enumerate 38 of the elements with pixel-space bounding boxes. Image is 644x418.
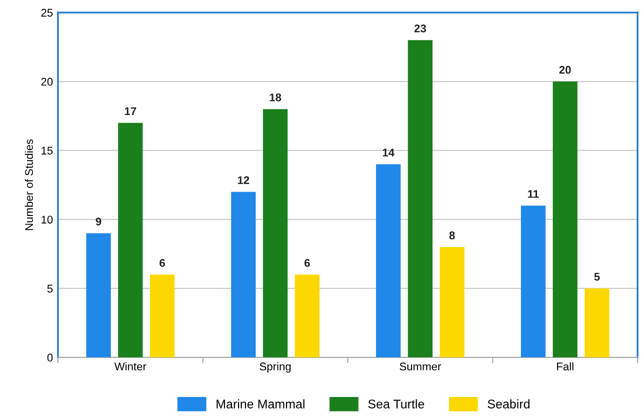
y-tick-label: 10 — [42, 216, 53, 224]
bar — [408, 40, 433, 358]
y-tick-label: 20 — [41, 78, 53, 86]
data-label: 23 — [414, 24, 426, 32]
data-label: 5 — [594, 272, 600, 281]
bar — [294, 274, 320, 358]
y-tick-label: 5 — [47, 284, 53, 293]
data-label: 12 — [238, 176, 250, 184]
bar — [150, 274, 175, 358]
y-tick-label: 15 — [42, 146, 53, 155]
bar — [552, 82, 578, 358]
bar — [584, 288, 610, 358]
bar — [376, 164, 401, 358]
data-label: 18 — [270, 93, 282, 102]
data-label: 11 — [528, 190, 539, 198]
legend-label: Sea Turtle — [368, 399, 424, 408]
x-tick-label: Summer — [400, 362, 442, 370]
y-axis-title: Number of Studies — [24, 139, 33, 230]
data-label: 14 — [382, 148, 394, 156]
bar — [231, 192, 256, 358]
x-tick-label: Winter — [114, 362, 146, 370]
bar — [86, 233, 111, 358]
bar — [262, 109, 288, 358]
y-tick-label: 0 — [47, 354, 53, 362]
x-tick-label: Spring — [260, 362, 291, 373]
data-label: 20 — [559, 66, 571, 74]
bar — [520, 206, 546, 358]
data-label: 17 — [124, 107, 136, 116]
x-tick-label: Fall — [557, 362, 574, 370]
legend-label: Marine Mammal — [216, 399, 304, 408]
data-label: 6 — [304, 259, 310, 267]
bar — [118, 122, 143, 358]
data-label: 8 — [449, 231, 455, 240]
data-label: 9 — [96, 218, 102, 226]
legend-label: Seabird — [488, 399, 530, 408]
y-tick-label: 25 — [41, 8, 53, 17]
data-label: 6 — [160, 259, 165, 267]
bar — [440, 247, 464, 358]
